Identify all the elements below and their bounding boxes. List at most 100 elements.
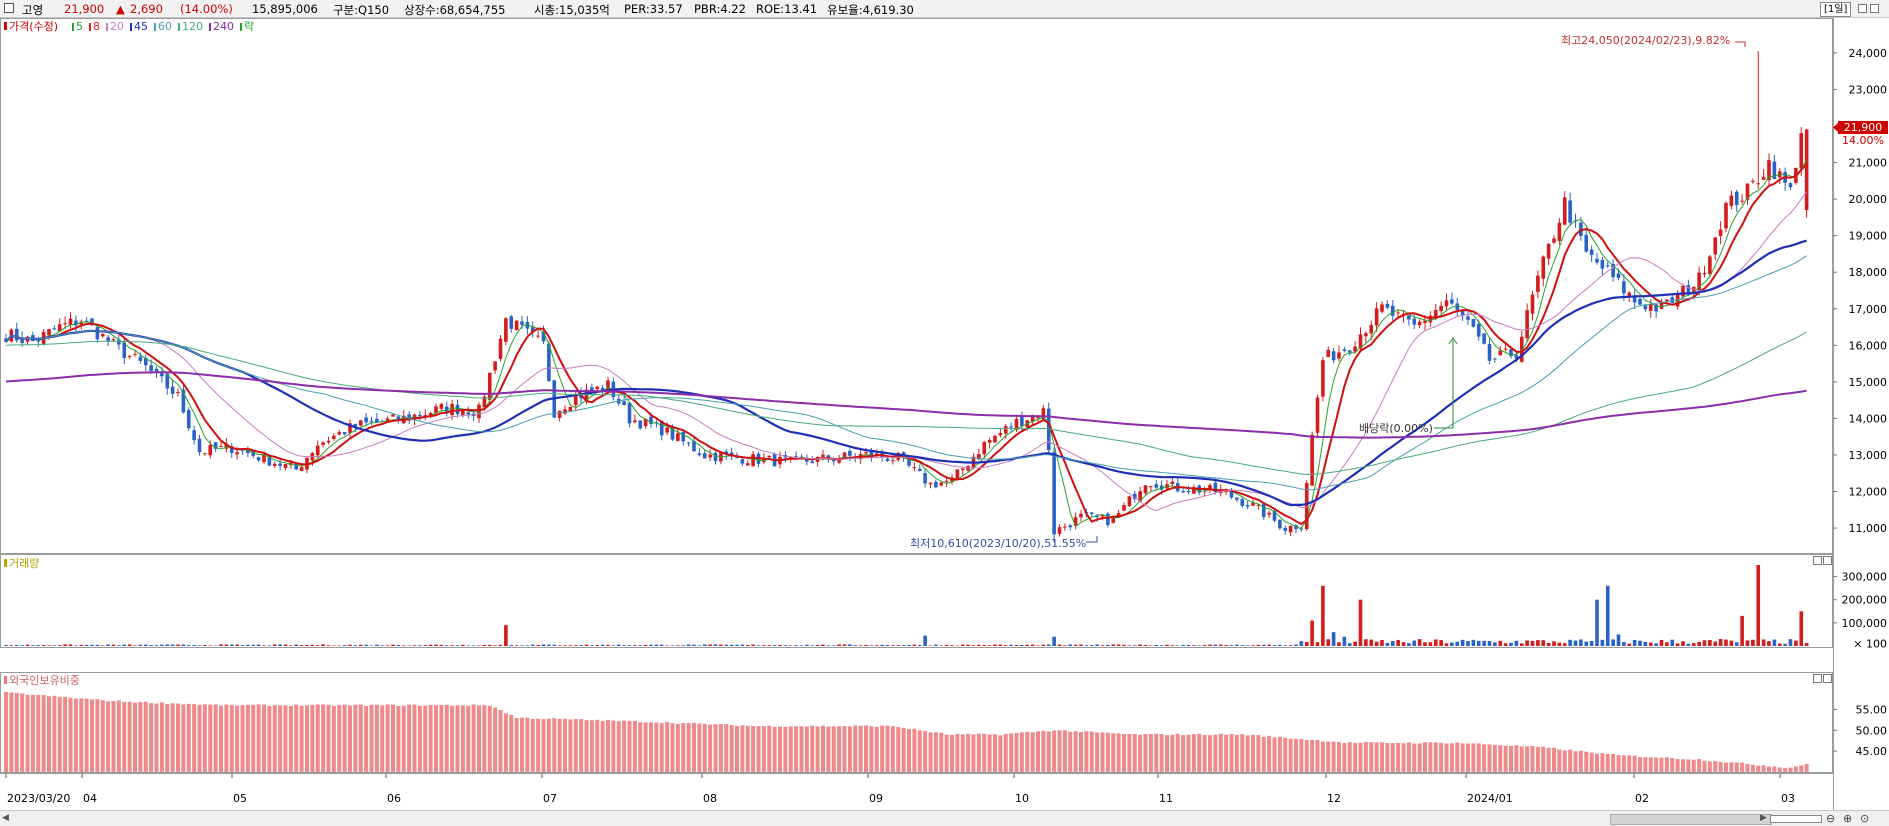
candle-body bbox=[627, 402, 632, 424]
candle-body bbox=[1068, 525, 1073, 528]
listed-shares: 상장수:68,654,755 bbox=[404, 3, 506, 17]
volume-bar bbox=[1326, 639, 1331, 646]
foreign-bar bbox=[659, 723, 664, 772]
foreign-bar bbox=[950, 734, 954, 772]
candle-body bbox=[197, 438, 202, 453]
candle-body bbox=[520, 321, 524, 325]
foreign-bar bbox=[471, 704, 476, 772]
price-tick-label: 21,000 bbox=[1849, 157, 1888, 170]
candle-body bbox=[1439, 305, 1443, 311]
volume-panel-button[interactable] bbox=[1813, 556, 1822, 565]
foreign-bar bbox=[1777, 767, 1782, 772]
volume-legend: 거래량 bbox=[4, 557, 39, 570]
foreign-bar bbox=[1175, 733, 1180, 772]
period-selector[interactable]: [1일] bbox=[1820, 2, 1852, 17]
foreign-bar bbox=[251, 704, 256, 772]
volume-bar bbox=[837, 644, 841, 646]
ma-120-line bbox=[5, 331, 1807, 475]
foreign-bar bbox=[1627, 755, 1632, 772]
foreign-bar bbox=[1396, 742, 1401, 772]
price-tick-label: 18,000 bbox=[1849, 266, 1888, 279]
foreign-bar bbox=[1643, 757, 1648, 772]
volume-bar bbox=[31, 645, 35, 646]
foreign-bar bbox=[20, 693, 25, 772]
foreign-bar bbox=[401, 705, 406, 772]
candle-body bbox=[869, 451, 874, 458]
zoom-out-icon[interactable]: ⊖ bbox=[1826, 812, 1836, 825]
volume-bar bbox=[1331, 632, 1336, 646]
foreign-bar bbox=[460, 705, 465, 772]
volume-bar bbox=[606, 644, 610, 646]
candle-body bbox=[547, 343, 551, 382]
scroll-thumb[interactable] bbox=[1610, 814, 1772, 825]
volume-bar bbox=[246, 644, 250, 646]
candle-body bbox=[208, 444, 213, 456]
volume-bar bbox=[487, 644, 492, 646]
stock-chart[interactable]: 11,000 12,000 13,000 14,000 15,000 16,000 17,0… bbox=[0, 18, 1889, 810]
volume-bar bbox=[391, 644, 395, 646]
candle-body bbox=[1772, 161, 1777, 180]
volume-bar bbox=[681, 645, 686, 646]
volume-bar bbox=[864, 644, 868, 646]
foreign-bar bbox=[702, 723, 707, 772]
candle-body bbox=[1369, 324, 1374, 334]
foreign-bar bbox=[1616, 755, 1621, 772]
volume-bar bbox=[117, 645, 121, 646]
volume-bar bbox=[971, 645, 976, 646]
zoom-reset-icon[interactable]: ⊙ bbox=[1860, 812, 1870, 825]
volume-bar bbox=[283, 644, 288, 646]
maximize-button[interactable] bbox=[1870, 4, 1879, 13]
zoom-slider[interactable] bbox=[1770, 815, 1822, 823]
volume-bar bbox=[1514, 640, 1519, 646]
scroll-right-icon[interactable]: ▶ bbox=[1760, 813, 1767, 823]
volume-bar bbox=[541, 644, 546, 646]
foreign-bar bbox=[783, 726, 788, 772]
foreign-bar bbox=[95, 699, 100, 772]
volume-bar bbox=[385, 645, 390, 646]
panel-checkbox[interactable] bbox=[4, 3, 14, 13]
scroll-left-icon[interactable]: ◀ bbox=[2, 813, 9, 823]
volume-panel-close[interactable] bbox=[1823, 556, 1832, 565]
candle-body bbox=[1132, 493, 1137, 500]
foreign-bar bbox=[869, 726, 874, 772]
candle-body bbox=[729, 452, 734, 455]
volume-bar bbox=[1283, 645, 1288, 646]
volume-bar bbox=[509, 645, 514, 646]
volume-bar bbox=[84, 644, 89, 646]
volume-bar bbox=[530, 644, 535, 646]
foreign-ratio-layer bbox=[4, 691, 1809, 772]
foreign-bar bbox=[1358, 742, 1363, 772]
volume-bar bbox=[1084, 645, 1089, 646]
zoom-in-icon[interactable]: ⊕ bbox=[1843, 812, 1853, 825]
foreign-bar bbox=[1267, 735, 1272, 772]
foreign-bar bbox=[224, 704, 229, 772]
volume-bar bbox=[1568, 639, 1572, 646]
foreign-bar bbox=[1095, 732, 1100, 772]
volume-bar bbox=[1122, 644, 1126, 646]
foreign-bar bbox=[482, 705, 487, 772]
foreign-bar bbox=[122, 701, 127, 772]
foreign-bar bbox=[1229, 734, 1234, 772]
candle-body bbox=[1288, 525, 1293, 533]
foreign-bar bbox=[364, 706, 369, 772]
volume-bar bbox=[1724, 639, 1728, 646]
foreign-panel-button[interactable] bbox=[1813, 674, 1822, 683]
foreign-bar bbox=[1498, 745, 1503, 772]
volume-bar bbox=[504, 625, 508, 646]
foreign-bar bbox=[1455, 742, 1460, 772]
foreign-bar bbox=[632, 720, 637, 772]
foreign-bar bbox=[143, 701, 148, 772]
restore-button[interactable] bbox=[1858, 4, 1867, 13]
volume-bar bbox=[1616, 634, 1621, 646]
foreign-bar bbox=[47, 696, 51, 772]
candle-body bbox=[1240, 499, 1245, 506]
foreign-panel-close[interactable] bbox=[1823, 674, 1832, 683]
volume-bar bbox=[143, 644, 148, 646]
foreign-bar bbox=[1127, 733, 1132, 772]
foreign-bar bbox=[761, 726, 766, 772]
volume-bar bbox=[450, 645, 454, 646]
legend-item-2: 20 bbox=[110, 20, 124, 33]
candle-body bbox=[842, 452, 847, 458]
candle-body bbox=[1149, 486, 1153, 488]
volume-bar bbox=[579, 645, 583, 646]
